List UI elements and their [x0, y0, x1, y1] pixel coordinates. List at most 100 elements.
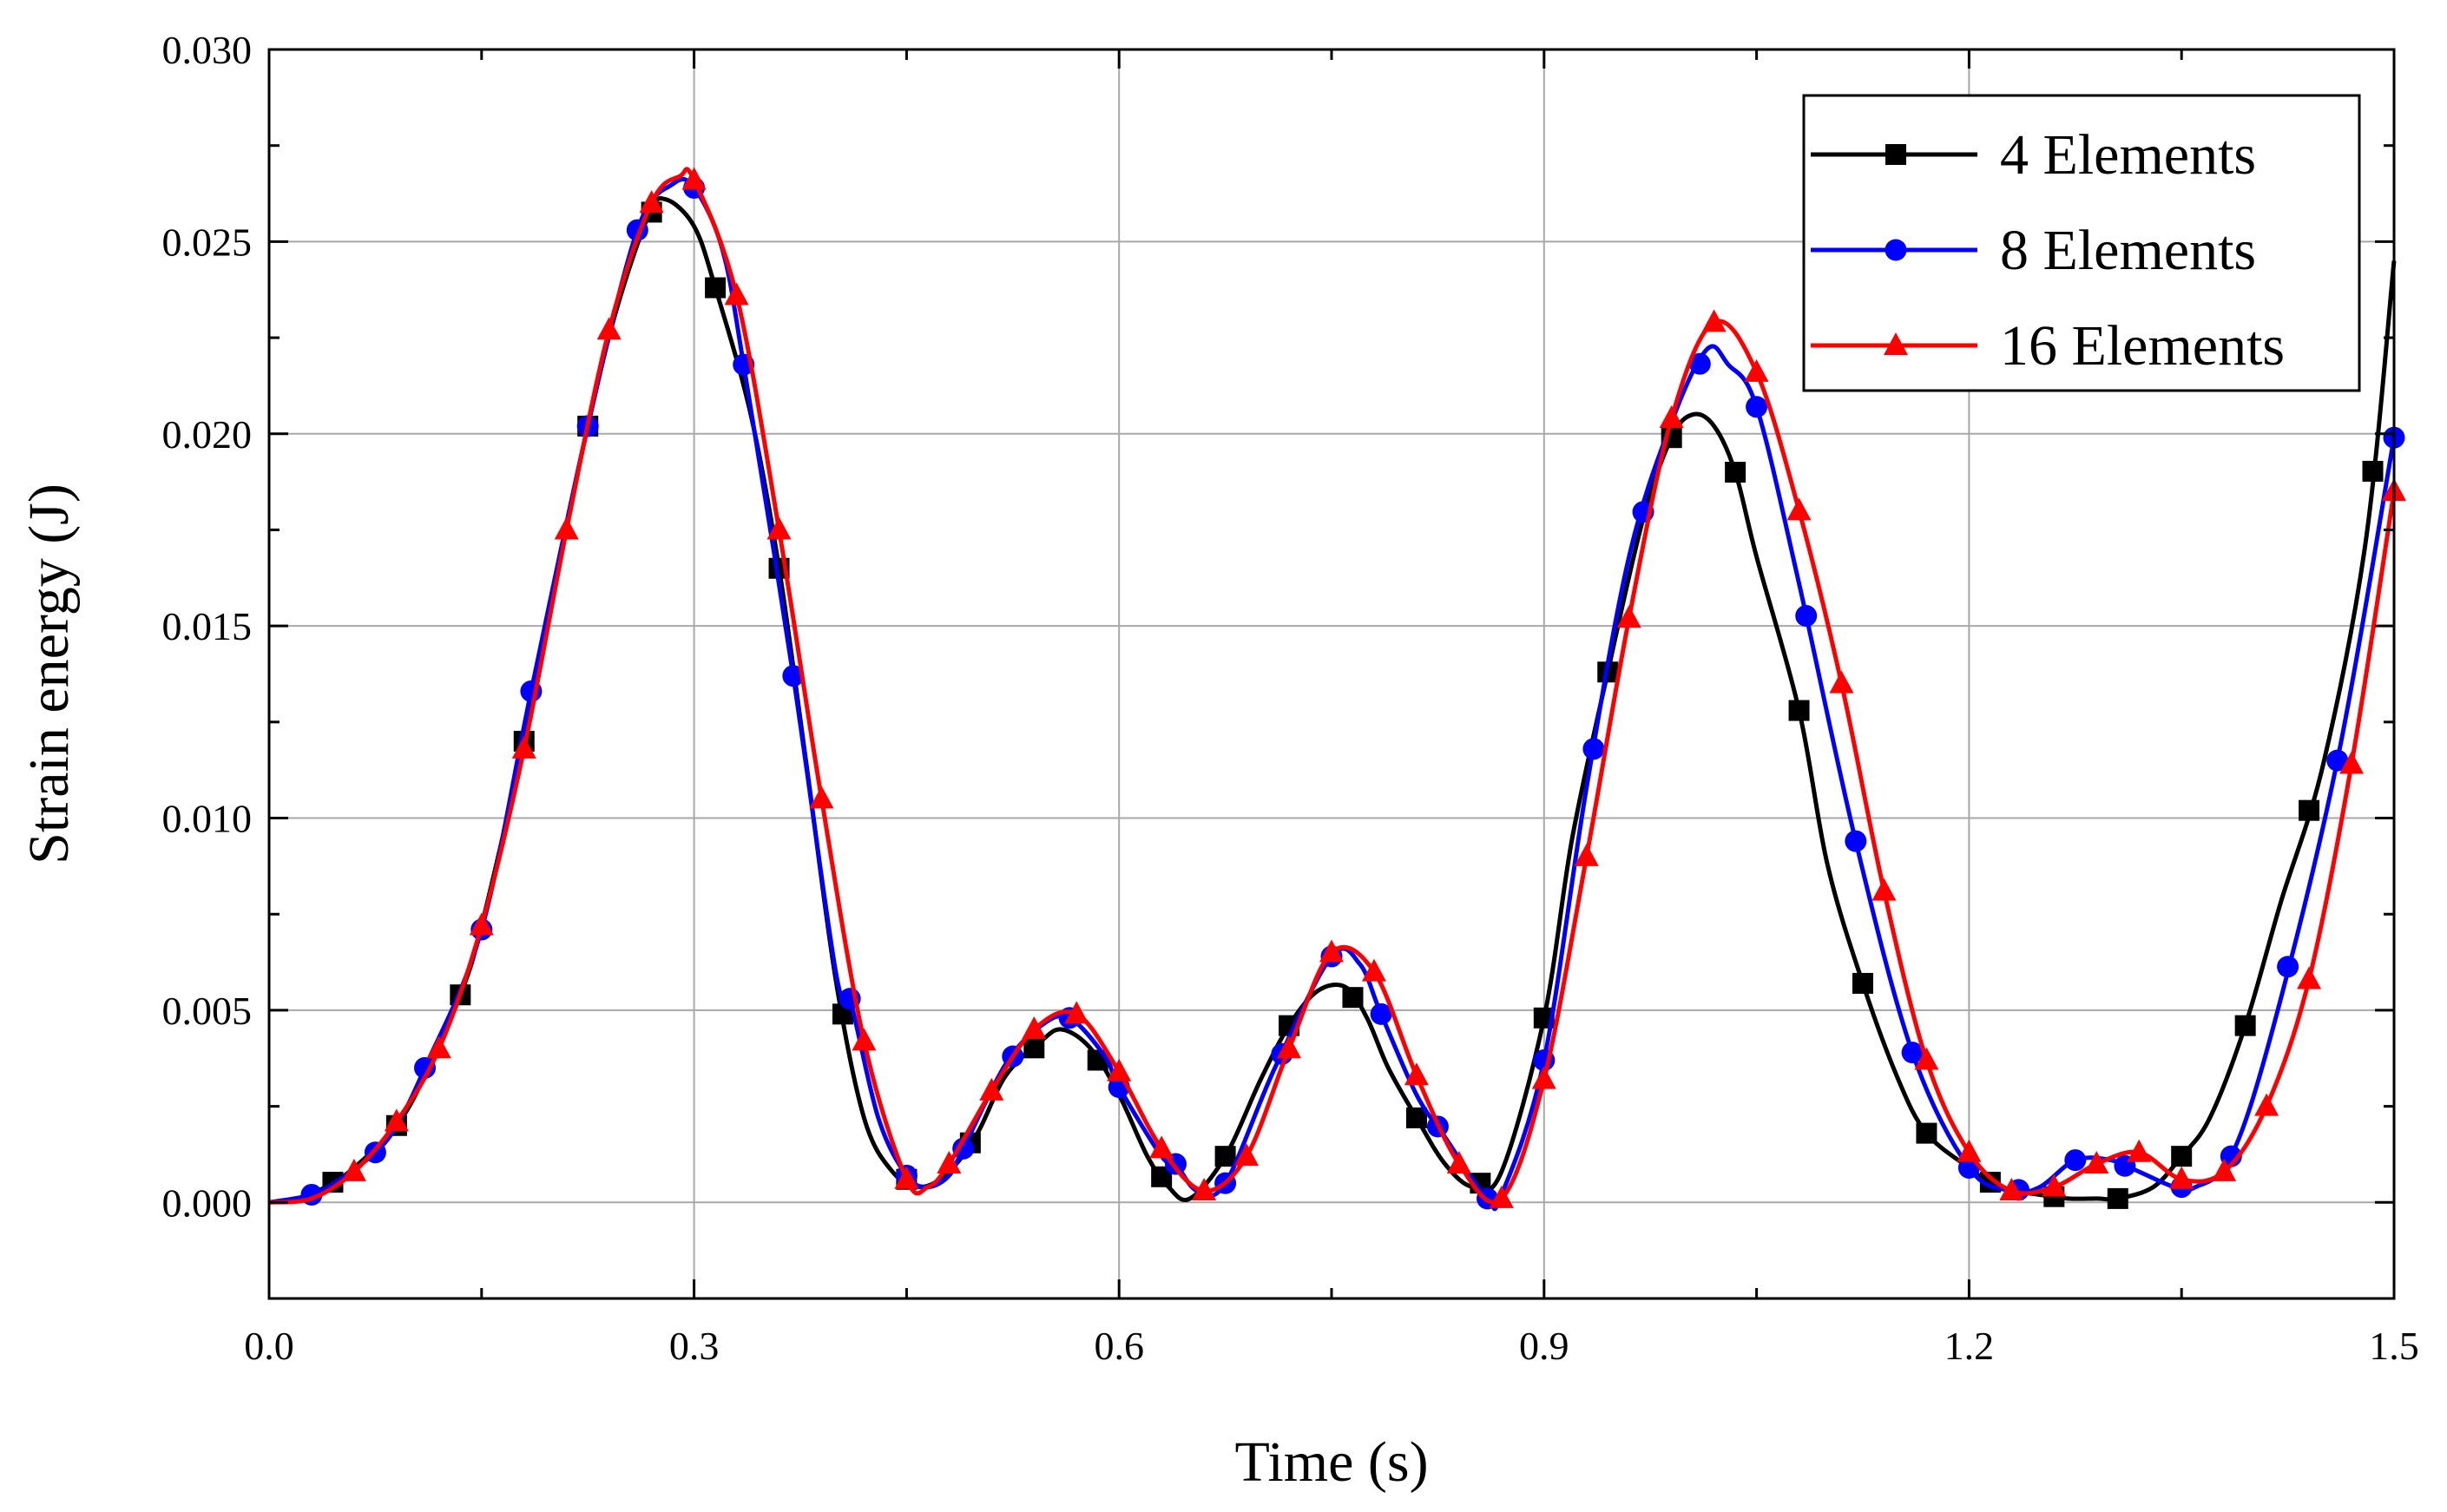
- data-point-marker: [341, 1158, 366, 1181]
- series-3: [269, 167, 2406, 1208]
- data-point-marker: [1999, 1178, 2024, 1201]
- y-tick-label: 0.015: [162, 604, 253, 648]
- data-point-marker: [1845, 830, 1867, 852]
- y-tick-label: 0.025: [162, 220, 253, 264]
- legend-swatch-marker: [1885, 239, 1907, 261]
- legend-swatch-marker: [1885, 144, 1906, 165]
- x-tick-label: 1.5: [2369, 1324, 2419, 1368]
- data-point-marker: [1701, 309, 1727, 332]
- data-point-marker: [2339, 751, 2365, 774]
- data-point-marker: [1192, 1178, 1217, 1201]
- data-point-marker: [1871, 878, 1897, 901]
- x-tick-label: 1.2: [1944, 1324, 1995, 1368]
- x-tick-label: 0.3: [669, 1324, 720, 1368]
- data-point-marker: [724, 282, 749, 306]
- axis-ticks: 0.0 0.3 0.6 0.9 1.2 1.5 0.000 0.005 0.010 0.015 0.…: [162, 28, 2419, 1368]
- data-point-marker: [1916, 1122, 1937, 1144]
- data-point-marker: [705, 277, 727, 299]
- x-tick-label: 0.0: [244, 1324, 294, 1368]
- data-point-marker: [1404, 1062, 1429, 1086]
- data-point-marker: [1914, 1047, 1939, 1070]
- data-point-marker: [2107, 1187, 2128, 1209]
- data-point-marker: [809, 786, 834, 809]
- data-point-marker: [2171, 1146, 2193, 1167]
- data-point-marker: [1852, 972, 1873, 994]
- series-layer: [269, 167, 2406, 1212]
- legend-item: 4 Elements: [1811, 123, 2256, 187]
- data-point-marker: [1795, 605, 1818, 628]
- data-point-marker: [937, 1151, 962, 1174]
- data-point-marker: [681, 167, 707, 190]
- series-line: [269, 167, 2397, 1205]
- data-point-marker: [894, 1166, 919, 1189]
- data-point-marker: [1370, 1003, 1392, 1025]
- data-point-marker: [2169, 1166, 2194, 1189]
- data-point-marker: [782, 665, 805, 687]
- data-point-marker: [1901, 1042, 1924, 1064]
- data-point-marker: [2297, 966, 2322, 989]
- data-point-marker: [511, 735, 536, 759]
- data-point-marker: [1234, 1143, 1260, 1167]
- y-tick-label: 0.010: [162, 797, 253, 841]
- data-point-marker: [2362, 460, 2384, 482]
- data-point-marker: [1149, 1135, 1174, 1159]
- y-tick-label: 0.020: [162, 412, 253, 457]
- data-point-marker: [2084, 1151, 2109, 1174]
- data-point-marker: [596, 317, 622, 340]
- data-point-marker: [1107, 1058, 1132, 1081]
- x-axis-title: Time (s): [1234, 1430, 1428, 1494]
- data-point-marker: [469, 912, 494, 936]
- data-point-marker: [1746, 396, 1768, 418]
- y-axis-title: Strain energy (J): [17, 483, 81, 864]
- data-point-marker: [852, 1028, 877, 1051]
- data-point-marker: [1489, 1185, 1514, 1208]
- legend-item: 8 Elements: [1811, 219, 2256, 282]
- legend-label: 8 Elements: [2000, 219, 2256, 282]
- data-point-marker: [1725, 462, 1746, 483]
- data-point-marker: [1361, 958, 1386, 982]
- data-point-marker: [1064, 1001, 1089, 1024]
- data-point-marker: [1531, 1066, 1556, 1089]
- data-point-marker: [1446, 1151, 1471, 1174]
- data-point-marker: [384, 1108, 409, 1132]
- data-point-marker: [1788, 700, 1810, 721]
- data-point-marker: [1023, 1037, 1045, 1059]
- x-tick-label: 0.9: [1519, 1324, 1569, 1368]
- data-point-marker: [2234, 1015, 2256, 1036]
- y-tick-label: 0.030: [162, 28, 253, 72]
- data-point-marker: [554, 516, 579, 540]
- data-point-marker: [1744, 358, 1769, 382]
- y-tick-label: 0.005: [162, 989, 253, 1033]
- data-point-marker: [2042, 1173, 2067, 1197]
- legend-item: 16 Elements: [1811, 314, 2285, 378]
- data-point-marker: [1659, 405, 1684, 429]
- legend-swatch-marker: [1884, 332, 1908, 355]
- data-point-marker: [1957, 1139, 1982, 1162]
- data-point-marker: [1616, 605, 1641, 628]
- data-point-marker: [1574, 843, 1599, 866]
- x-tick-label: 0.6: [1094, 1324, 1144, 1368]
- data-point-marker: [2254, 1093, 2279, 1116]
- data-point-marker: [2064, 1149, 2087, 1172]
- data-point-marker: [1829, 670, 1854, 694]
- data-point-marker: [639, 190, 664, 214]
- data-point-marker: [1405, 1107, 1427, 1128]
- data-point-marker: [1786, 497, 1812, 521]
- legend-label: 16 Elements: [2000, 314, 2285, 378]
- data-point-marker: [2326, 749, 2349, 772]
- legend: 4 Elements 8 Elements 16 Elements: [1802, 94, 2361, 392]
- data-point-marker: [1277, 1035, 1302, 1059]
- data-point-marker: [952, 1137, 975, 1160]
- data-point-marker: [1582, 738, 1605, 760]
- data-point-marker: [1214, 1146, 1236, 1167]
- data-point-marker: [766, 516, 792, 540]
- data-point-marker: [426, 1035, 451, 1059]
- data-point-marker: [2212, 1158, 2237, 1181]
- data-point-marker: [979, 1077, 1004, 1101]
- legend-label: 4 Elements: [2000, 123, 2256, 187]
- y-tick-label: 0.000: [162, 1180, 253, 1225]
- data-point-marker: [2127, 1139, 2152, 1162]
- data-point-marker: [2277, 956, 2299, 978]
- data-point-marker: [2299, 799, 2320, 821]
